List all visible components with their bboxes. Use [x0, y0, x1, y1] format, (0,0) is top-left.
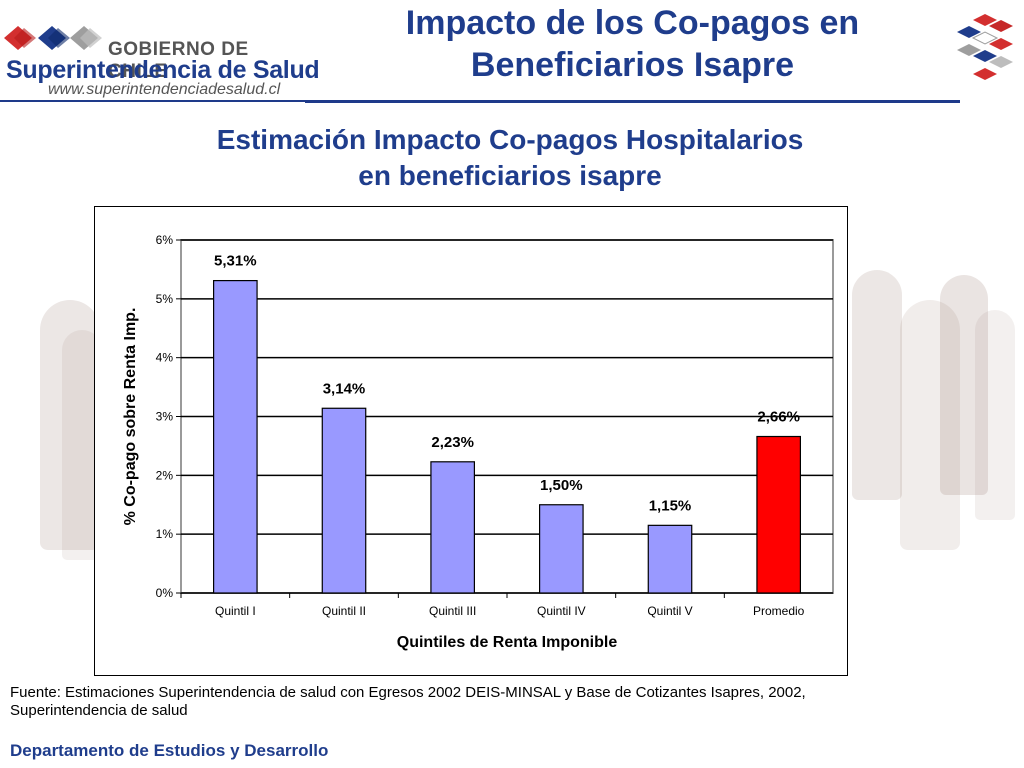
source-line1: Fuente: Estimaciones Superintendencia de…: [10, 684, 806, 701]
chart-heading-line2: en beneficiarios isapre: [358, 160, 662, 191]
x-tick-label: Quintil V: [647, 604, 692, 618]
page-title-line2: Beneficiarios Isapre: [470, 46, 795, 84]
y-tick-label: 4%: [156, 351, 174, 365]
agency-logo: GOBIERNO DE CHILE Superintendencia de Sa…: [0, 0, 320, 106]
page-title-line1: Impacto de los Co-pagos en: [405, 4, 860, 42]
chart-heading-line1: Estimación Impacto Co-pagos Hospitalario…: [216, 124, 804, 155]
cube-tile: [971, 31, 999, 45]
cube-tile: [973, 68, 997, 80]
cube-tile: [957, 44, 981, 56]
background-figure: [40, 300, 100, 550]
bar: [430, 461, 475, 594]
x-axis-title: Quintiles de Renta Imponible: [397, 634, 618, 651]
agency-name: Superintendencia de Salud: [6, 56, 320, 84]
background-figure: [900, 300, 960, 550]
y-tick-label: 6%: [156, 233, 174, 247]
cube-tile: [989, 56, 1013, 68]
data-label: 2,23%: [431, 434, 474, 451]
title-divider: [305, 100, 960, 103]
logo-diamond-blue-back: [48, 28, 70, 48]
logo-diamond-red-back: [14, 28, 36, 48]
y-tick-label: 5%: [156, 292, 174, 306]
bar: [756, 435, 802, 594]
x-tick-label: Promedio: [753, 604, 805, 618]
background-figure: [975, 310, 1015, 520]
chart-heading: Estimación Impacto Co-pagos Hospitalario…: [100, 122, 920, 194]
y-tick-label: 1%: [156, 527, 174, 541]
logo-diamond-gray-back: [80, 28, 102, 48]
background-figure: [940, 275, 988, 495]
data-label: 3,14%: [323, 380, 366, 397]
y-axis-title: % Co-pago sobre Renta Imp.: [122, 308, 139, 526]
bar: [539, 504, 584, 594]
chart-frame: 0% 1% 2% 3% 4% 5% 6% 5,31% Quintil I 3,14% Quintil…: [94, 206, 848, 676]
y-tick-label: 0%: [156, 586, 174, 600]
bar: [321, 407, 367, 594]
header-divider: [0, 100, 305, 102]
data-label: 1,15%: [649, 497, 692, 514]
y-tick-label: 2%: [156, 468, 174, 482]
cube-tile: [989, 38, 1013, 50]
x-tick-label: Quintil III: [429, 604, 476, 618]
source-note: Fuente: Estimaciones Superintendencia de…: [10, 684, 1010, 720]
cube-tile: [973, 50, 997, 62]
cube-logo-icon: [957, 14, 1013, 80]
x-tick-label: Quintil II: [322, 604, 366, 618]
page-title: Impacto de los Co-pagos en Beneficiarios…: [305, 2, 960, 86]
source-line2: Superintendencia de salud: [10, 702, 188, 719]
diamonds-logo-icon: [4, 26, 102, 50]
bar: [212, 279, 258, 594]
government-label: GOBIERNO DE CHILE: [108, 39, 249, 82]
data-label: 2,66%: [757, 409, 800, 426]
x-tick-label: Quintil I: [215, 604, 256, 618]
bar-chart: 0% 1% 2% 3% 4% 5% 6% 5,31% Quintil I 3,14% Quintil…: [122, 233, 834, 651]
agency-url: www.superintendenciadesalud.cl: [48, 81, 281, 98]
x-tick-label: Quintil IV: [537, 604, 586, 618]
y-tick-label: 3%: [156, 410, 174, 424]
bar: [647, 524, 693, 594]
cube-tile: [957, 26, 981, 38]
department-label: Departamento de Estudios y Desarrollo: [10, 741, 329, 760]
header: GOBIERNO DE CHILE Superintendencia de Sa…: [0, 0, 1024, 106]
cube-tile: [989, 20, 1013, 32]
data-label: 5,31%: [214, 253, 257, 270]
background-figure: [852, 270, 902, 500]
data-label: 1,50%: [540, 477, 583, 494]
cube-tile: [973, 14, 997, 26]
